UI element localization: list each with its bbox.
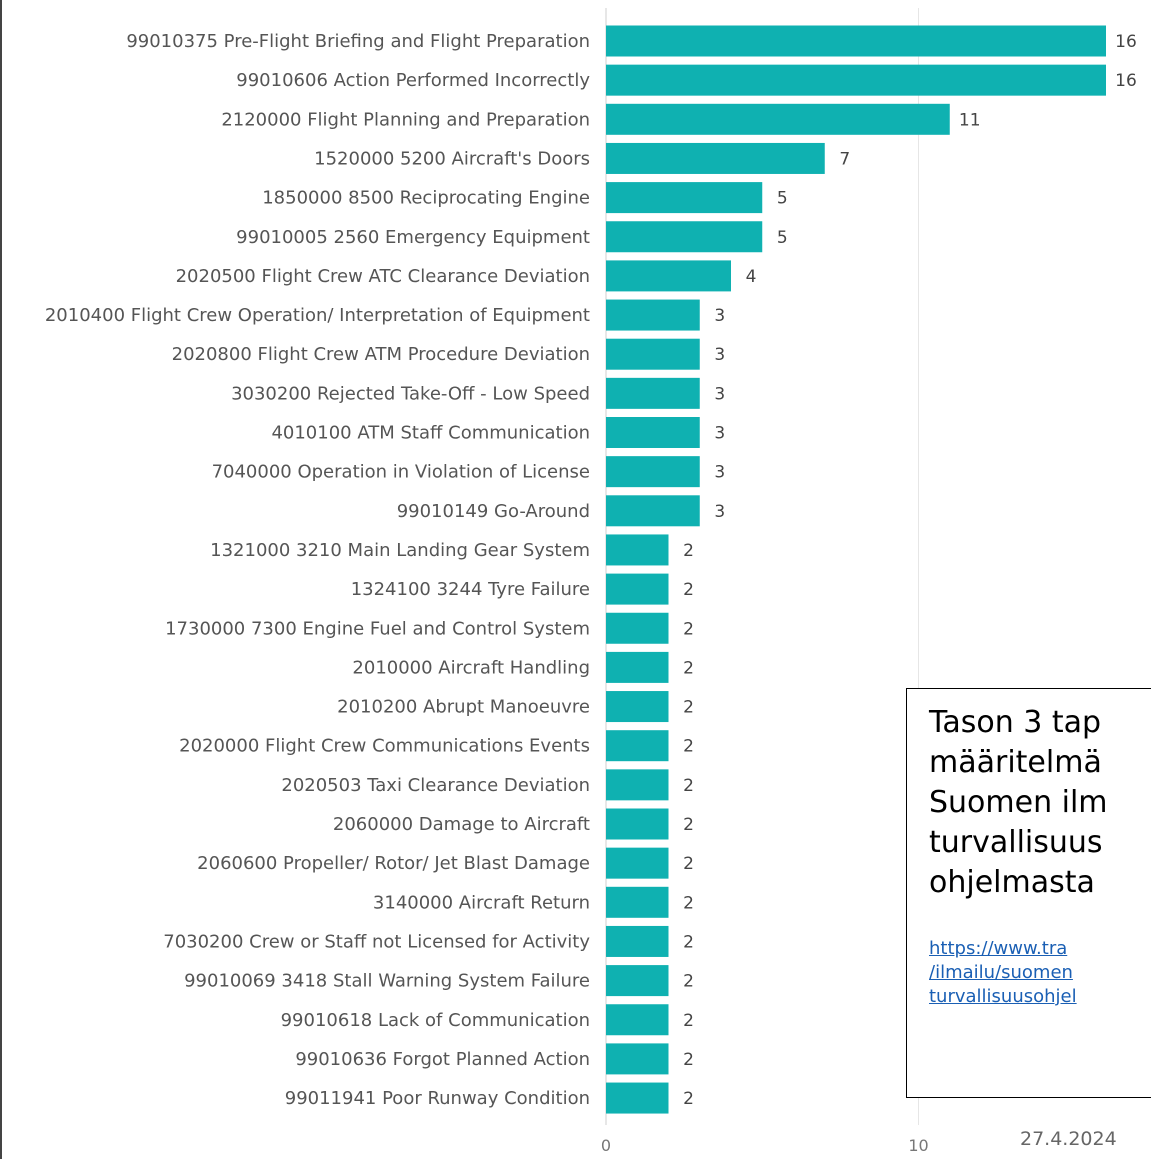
value-label-12: 3 xyxy=(714,463,725,483)
bar-18 xyxy=(606,691,669,723)
bar-13 xyxy=(606,495,700,527)
category-label-19: 2020000 Flight Crew Communications Event… xyxy=(179,736,590,757)
category-label-23: 3140000 Aircraft Return xyxy=(373,892,590,913)
category-label-14: 1321000 3210 Main Landing Gear System xyxy=(210,540,590,561)
bar-28 xyxy=(606,1082,669,1114)
value-label-13: 3 xyxy=(714,502,725,522)
value-label-23: 2 xyxy=(683,893,694,913)
slide-left-border xyxy=(0,0,2,1159)
bar-24 xyxy=(606,925,669,957)
bar-19 xyxy=(606,730,669,762)
bar-20 xyxy=(606,769,669,801)
value-label-10: 3 xyxy=(714,384,725,404)
bar-9 xyxy=(606,338,700,370)
category-label-9: 2020800 Flight Crew ATM Procedure Deviat… xyxy=(172,344,590,365)
value-label-7: 4 xyxy=(746,267,757,287)
bar-16 xyxy=(606,612,669,644)
value-label-9: 3 xyxy=(714,345,725,365)
bar-4 xyxy=(606,142,825,174)
bar-17 xyxy=(606,651,669,683)
value-label-6: 5 xyxy=(777,228,788,248)
category-label-15: 1324100 3244 Tyre Failure xyxy=(351,579,590,600)
bar-15 xyxy=(606,573,669,605)
value-label-11: 3 xyxy=(714,424,725,444)
value-label-3: 11 xyxy=(959,110,981,130)
value-label-25: 2 xyxy=(683,972,694,992)
bar-21 xyxy=(606,808,669,840)
value-label-8: 3 xyxy=(714,306,725,326)
value-label-26: 2 xyxy=(683,1011,694,1031)
category-label-8: 2010400 Flight Crew Operation/ Interpret… xyxy=(45,305,590,326)
bar-25 xyxy=(606,965,669,997)
category-label-10: 3030200 Rejected Take-Off - Low Speed xyxy=(231,383,590,404)
value-label-17: 2 xyxy=(683,658,694,678)
value-label-15: 2 xyxy=(683,580,694,600)
bar-2 xyxy=(606,64,1106,96)
category-label-11: 4010100 ATM Staff Communication xyxy=(271,423,590,444)
value-label-19: 2 xyxy=(683,737,694,757)
value-label-5: 5 xyxy=(777,189,788,209)
bar-5 xyxy=(606,182,763,214)
slide-date: 27.4.2024 xyxy=(1020,1128,1117,1150)
bar-6 xyxy=(606,221,763,253)
bar-8 xyxy=(606,299,700,331)
category-label-5: 1850000 8500 Reciprocating Engine xyxy=(262,188,590,209)
category-label-26: 99010618 Lack of Communication xyxy=(281,1010,590,1031)
category-label-6: 99010005 2560 Emergency Equipment xyxy=(236,227,590,248)
value-label-28: 2 xyxy=(683,1089,694,1109)
bar-11 xyxy=(606,417,700,448)
category-label-24: 7030200 Crew or Staff not Licensed for A… xyxy=(163,931,590,952)
category-label-4: 1520000 5200 Aircraft's Doors xyxy=(314,148,590,169)
value-label-22: 2 xyxy=(683,854,694,874)
value-label-16: 2 xyxy=(683,619,694,639)
value-label-1: 16 xyxy=(1115,32,1137,52)
category-label-7: 2020500 Flight Crew ATC Clearance Deviat… xyxy=(176,266,590,287)
category-label-21: 2060000 Damage to Aircraft xyxy=(333,814,590,835)
bar-22 xyxy=(606,847,669,879)
bar-3 xyxy=(606,103,950,135)
category-label-2: 99010606 Action Performed Incorrectly xyxy=(236,70,590,91)
source-link[interactable]: https://www.tra /ilmailu/suomen turvalli… xyxy=(929,938,1077,1007)
category-label-3: 2120000 Flight Planning and Preparation xyxy=(221,109,590,130)
category-label-28: 99011941 Poor Runway Condition xyxy=(285,1088,590,1109)
category-label-18: 2010200 Abrupt Manoeuvre xyxy=(337,697,590,718)
x-tick-label-10: 10 xyxy=(908,1136,928,1155)
bar-27 xyxy=(606,1043,669,1075)
bar-26 xyxy=(606,1004,669,1036)
note-text: Tason 3 tap määritelmä Suomen ilm turval… xyxy=(929,705,1108,900)
value-label-24: 2 xyxy=(683,932,694,952)
note-box: Tason 3 tap määritelmä Suomen ilm turval… xyxy=(906,688,1151,1098)
category-label-20: 2020503 Taxi Clearance Deviation xyxy=(281,775,590,796)
value-label-27: 2 xyxy=(683,1050,694,1070)
category-label-17: 2010000 Aircraft Handling xyxy=(352,657,590,678)
category-label-25: 99010069 3418 Stall Warning System Failu… xyxy=(184,971,590,992)
value-label-20: 2 xyxy=(683,776,694,796)
bar-10 xyxy=(606,377,700,409)
category-label-16: 1730000 7300 Engine Fuel and Control Sys… xyxy=(165,618,590,639)
value-label-21: 2 xyxy=(683,815,694,835)
value-label-14: 2 xyxy=(683,541,694,561)
value-label-2: 16 xyxy=(1115,71,1137,91)
category-label-22: 2060600 Propeller/ Rotor/ Jet Blast Dama… xyxy=(197,853,590,874)
bar-1 xyxy=(606,25,1106,57)
x-tick-label-0: 0 xyxy=(601,1136,611,1155)
category-label-12: 7040000 Operation in Violation of Licens… xyxy=(212,462,590,483)
bar-23 xyxy=(606,886,669,918)
category-label-1: 99010375 Pre-Flight Briefing and Flight … xyxy=(126,31,590,52)
bar-12 xyxy=(606,456,700,488)
bar-14 xyxy=(606,534,669,566)
category-label-13: 99010149 Go-Around xyxy=(397,501,590,522)
value-label-4: 7 xyxy=(839,149,850,169)
category-label-27: 99010636 Forgot Planned Action xyxy=(295,1049,590,1070)
value-label-18: 2 xyxy=(683,698,694,718)
bar-7 xyxy=(606,260,731,292)
